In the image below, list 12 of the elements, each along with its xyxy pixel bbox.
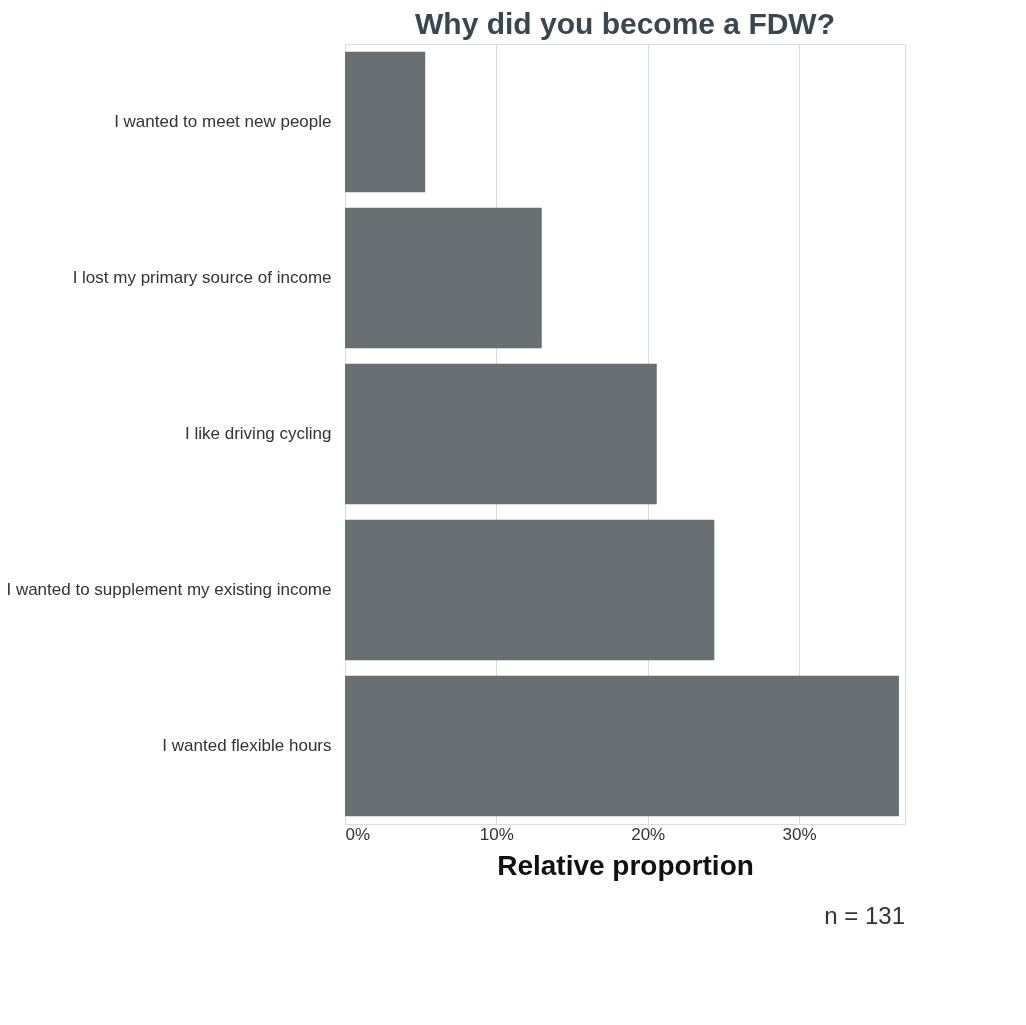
x-tick-label: 30% [782,824,817,844]
y-tick-label: I wanted to supplement my existing income [6,580,332,599]
y-tick-label: I lost my primary source of income [72,268,332,287]
chart-title: Why did you become a FDW? [414,7,836,40]
text: n = 131 [824,902,905,929]
y-tick-label: I like driving cycling [185,424,332,443]
x-tick-label: 10% [479,824,514,844]
y-tick-label: I wanted flexible hours [162,736,332,755]
y-tick-label: I wanted to meet new people [114,112,332,131]
x-tick-label: 20% [631,824,666,844]
x-axis-title: Relative proportion [497,849,754,881]
x-tick-label: 0% [345,824,371,844]
